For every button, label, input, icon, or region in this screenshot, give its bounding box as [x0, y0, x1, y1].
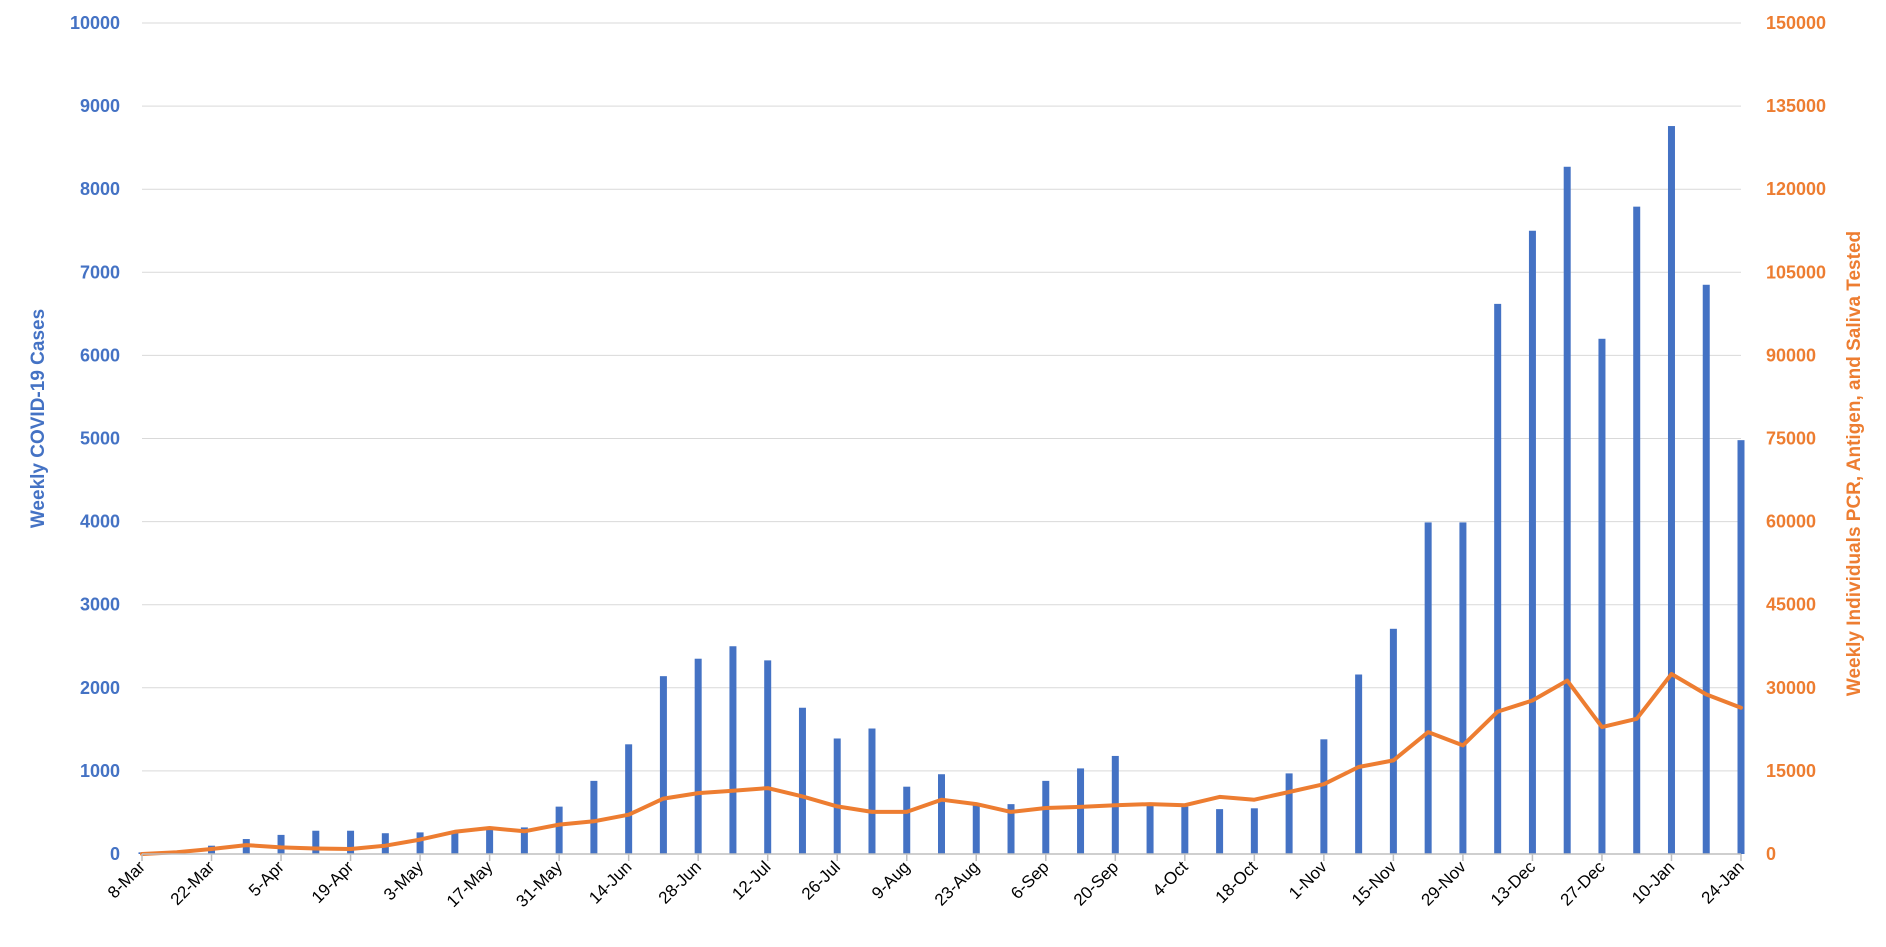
x-tick-label: 5-Apr: [245, 857, 288, 900]
gridlines: [142, 22, 1741, 772]
cases-bar: [1424, 522, 1432, 854]
cases-bar: [381, 833, 389, 854]
x-tick-label: 29-Nov: [1418, 857, 1471, 910]
cases-bar: [694, 658, 702, 854]
cases-bars: [138, 126, 1745, 854]
cases-bar: [1667, 126, 1675, 854]
left-tick-label: 2000: [80, 678, 120, 698]
cases-bar: [868, 728, 876, 854]
cases-bar: [1146, 803, 1154, 854]
cases-bar: [451, 830, 459, 854]
right-axis-ticks: 0 15000 30000 45000 60000 75000 90000 105000 120…: [1766, 13, 1826, 864]
x-tick-label: 23-Aug: [931, 857, 983, 909]
x-axis-ticks: 8-Mar 22-Mar 5-Apr 19-Apr 3-May 17-May 31-May 1…: [104, 854, 1748, 911]
left-tick-label: 9000: [80, 96, 120, 116]
x-tick-label: 26-Jul: [798, 857, 844, 903]
x-tick-label: 24-Jan: [1698, 857, 1748, 907]
cases-bar: [1007, 804, 1015, 854]
cases-bar: [416, 832, 424, 854]
cases-bar: [833, 738, 841, 854]
x-tick-label: 13-Dec: [1487, 857, 1540, 910]
cases-bar: [1737, 440, 1745, 854]
x-tick-label: 4-Oct: [1149, 857, 1192, 900]
cases-bar: [1633, 206, 1641, 854]
cases-bar: [347, 830, 355, 854]
cases-bar: [1598, 338, 1606, 854]
cases-bar: [486, 829, 494, 854]
right-tick-label: 30000: [1766, 678, 1816, 698]
cases-bar: [1181, 806, 1189, 854]
right-tick-label: 150000: [1766, 13, 1826, 33]
x-tick-label: 22-Mar: [167, 857, 219, 909]
cases-bar: [1494, 303, 1502, 854]
right-tick-label: 75000: [1766, 429, 1816, 449]
x-tick-label: 20-Sep: [1070, 857, 1122, 909]
x-tick-label: 27-Dec: [1557, 857, 1610, 910]
cases-bar: [1320, 739, 1328, 854]
cases-bar: [312, 830, 320, 854]
cases-bar: [1285, 773, 1293, 854]
left-tick-label: 8000: [80, 179, 120, 199]
cases-bar: [903, 786, 911, 854]
right-tick-label: 45000: [1766, 595, 1816, 615]
left-tick-label: 1000: [80, 761, 120, 781]
x-tick-label: 3-May: [380, 857, 427, 904]
cases-bar: [1250, 808, 1258, 854]
left-tick-label: 4000: [80, 512, 120, 532]
cases-bar: [1355, 674, 1363, 854]
x-tick-label: 12-Jul: [728, 857, 774, 903]
cases-bar: [625, 744, 633, 854]
x-tick-label: 6-Sep: [1007, 857, 1053, 903]
right-tick-label: 135000: [1766, 96, 1826, 116]
x-tick-label: 15-Nov: [1348, 857, 1401, 910]
cases-bar: [659, 676, 667, 854]
tested-line: [140, 672, 1743, 856]
cases-bar: [555, 806, 563, 854]
cases-bar: [798, 707, 806, 854]
cases-bar: [1216, 809, 1224, 854]
cases-bar: [1459, 522, 1467, 854]
cases-bar: [520, 827, 528, 854]
x-tick-label: 14-Jun: [585, 857, 635, 907]
x-tick-label: 31-May: [512, 857, 566, 911]
left-tick-label: 3000: [80, 595, 120, 615]
left-tick-label: 10000: [70, 13, 120, 33]
cases-bar: [729, 646, 737, 854]
left-axis-title: Weekly COVID-19 Cases: [28, 309, 49, 528]
cases-bar: [1563, 166, 1571, 854]
left-axis-ticks: 0 1000 2000 3000 4000 5000 6000 7000 8000 9000 100…: [70, 13, 120, 864]
x-tick-label: 19-Apr: [308, 857, 358, 907]
cases-bar: [277, 834, 285, 854]
x-tick-label: 18-Oct: [1212, 857, 1262, 907]
cases-bar: [938, 774, 945, 854]
cases-bar: [1702, 284, 1710, 854]
cases-bar: [764, 660, 772, 854]
cases-bar: [590, 780, 598, 854]
x-tick-label: 28-Jun: [655, 857, 705, 907]
cases-bar: [1528, 230, 1536, 854]
cases-bar: [1389, 628, 1397, 854]
left-tick-label: 7000: [80, 262, 120, 282]
x-tick-label: 17-May: [443, 857, 497, 911]
right-tick-label: 0: [1766, 844, 1776, 864]
cases-bar: [1042, 780, 1050, 854]
left-tick-label: 5000: [80, 429, 120, 449]
left-tick-label: 6000: [80, 345, 120, 365]
right-tick-label: 15000: [1766, 761, 1816, 781]
right-tick-label: 60000: [1766, 512, 1816, 532]
tested-series-line: [140, 672, 1743, 856]
x-tick-label: 9-Aug: [868, 857, 914, 903]
x-tick-label: 1-Nov: [1285, 857, 1331, 903]
right-tick-label: 90000: [1766, 345, 1816, 365]
right-axis-title: Weekly Individuals PCR, Antigen, and Sal…: [1844, 231, 1865, 696]
cases-bar: [972, 804, 980, 854]
cases-bar: [1077, 768, 1085, 854]
right-tick-label: 120000: [1766, 179, 1826, 199]
left-tick-label: 0: [110, 844, 120, 864]
x-tick-label: 10-Jan: [1628, 857, 1678, 907]
right-tick-label: 105000: [1766, 262, 1826, 282]
